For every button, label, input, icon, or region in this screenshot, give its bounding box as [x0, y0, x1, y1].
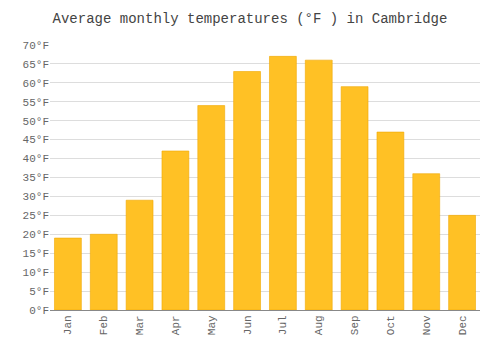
svg-text:45°F: 45°F — [23, 134, 49, 146]
svg-text:Jun: Jun — [242, 315, 254, 335]
svg-text:Jul: Jul — [277, 315, 289, 335]
svg-text:60°F: 60°F — [23, 78, 49, 90]
svg-text:70°F: 70°F — [23, 40, 49, 52]
svg-text:Jan: Jan — [62, 315, 74, 335]
svg-text:50°F: 50°F — [23, 116, 49, 128]
svg-text:15°F: 15°F — [23, 248, 49, 260]
svg-text:Sep: Sep — [349, 315, 361, 335]
svg-text:65°F: 65°F — [23, 59, 49, 71]
svg-text:Nov: Nov — [421, 315, 433, 335]
svg-text:Average monthly temperatures (: Average monthly temperatures (°F ) in Ca… — [53, 11, 448, 27]
svg-text:Apr: Apr — [170, 315, 182, 335]
svg-text:20°F: 20°F — [23, 229, 49, 241]
svg-text:10°F: 10°F — [23, 267, 49, 279]
svg-text:May: May — [206, 315, 218, 335]
svg-text:30°F: 30°F — [23, 191, 49, 203]
svg-text:55°F: 55°F — [23, 97, 49, 109]
svg-text:0°F: 0°F — [29, 305, 49, 317]
svg-text:Feb: Feb — [98, 315, 110, 335]
svg-text:Oct: Oct — [385, 315, 397, 335]
svg-text:5°F: 5°F — [29, 286, 49, 298]
svg-text:Aug: Aug — [313, 315, 325, 335]
svg-text:35°F: 35°F — [23, 172, 49, 184]
svg-text:Mar: Mar — [134, 315, 146, 335]
svg-text:40°F: 40°F — [23, 153, 49, 165]
svg-text:25°F: 25°F — [23, 210, 49, 222]
svg-text:Dec: Dec — [457, 315, 469, 335]
